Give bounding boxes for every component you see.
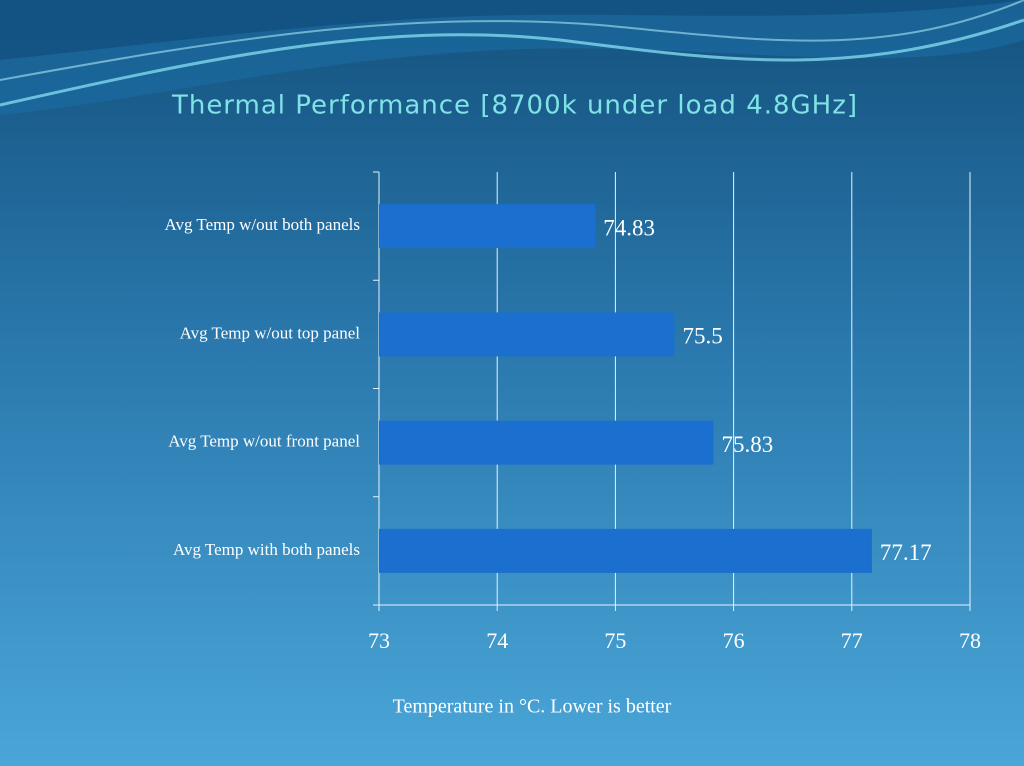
x-tick-label: 73 [368,628,390,653]
value-label: 74.83 [603,215,655,240]
x-tick-label: 78 [959,628,981,653]
chart-title: Thermal Performance [8700k under load 4.… [171,91,858,121]
value-label: 75.5 [683,324,723,349]
value-label: 75.83 [722,432,774,457]
bar [379,420,714,465]
x-tick-label: 75 [604,628,626,653]
value-label: 77.17 [880,540,932,565]
bar [379,528,872,573]
x-tick-label: 77 [841,628,863,653]
x-axis-label: Temperature in °C. Lower is better [393,696,672,718]
wave [0,0,1024,81]
bar [379,204,596,249]
bar [379,312,675,357]
y-tick-label: Avg Temp w/out front panel [168,432,360,451]
x-tick-label: 74 [486,628,508,653]
x-tick-label: 76 [723,628,745,653]
wave [0,0,1024,60]
wave [0,18,1024,107]
y-tick-label: Avg Temp w/out both panels [164,215,360,234]
y-tick-label: Avg Temp w/out top panel [180,323,361,342]
y-tick-label: Avg Temp with both panels [173,540,360,559]
